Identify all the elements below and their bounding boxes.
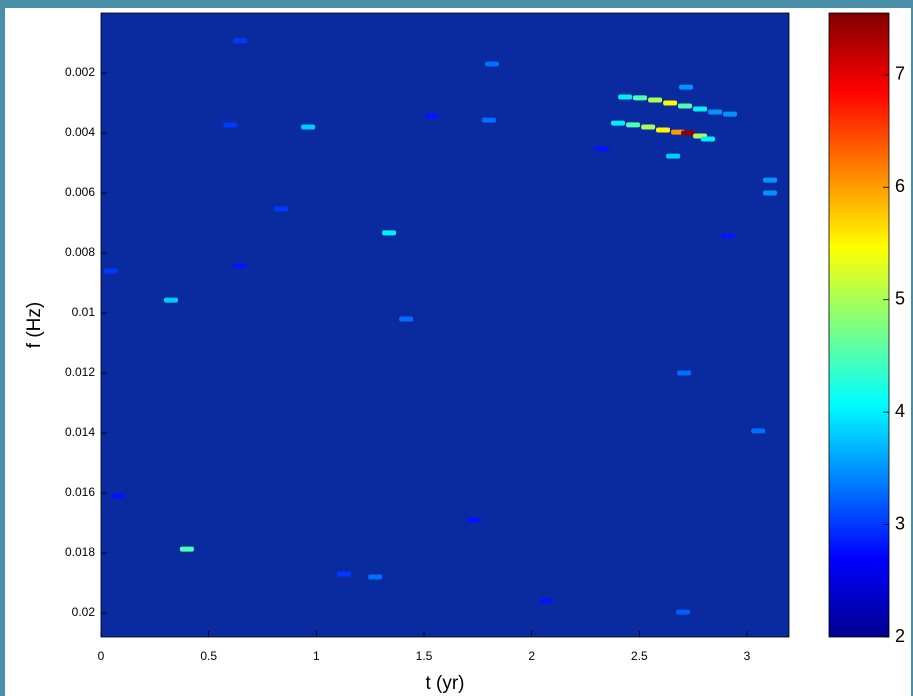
- y-tick-label: 0.018: [65, 545, 95, 559]
- plot-area: [100, 12, 790, 638]
- heat-cell: [399, 316, 414, 322]
- heat-cell: [677, 103, 692, 109]
- heat-cell: [611, 120, 626, 126]
- y-tick-label: 0.016: [65, 485, 95, 499]
- heat-cell: [763, 190, 778, 196]
- heat-cell: [701, 136, 716, 142]
- heat-cell: [663, 100, 678, 106]
- heat-cell: [656, 127, 671, 133]
- y-tick-label: 0.008: [65, 245, 95, 259]
- heat-cell: [679, 84, 694, 90]
- x-tick-label: 1.5: [416, 649, 433, 663]
- heat-cell: [632, 95, 647, 101]
- heat-cell: [677, 370, 692, 376]
- y-tick-label: 0.01: [72, 305, 96, 319]
- heat-cell: [223, 122, 238, 128]
- colorbar-tick-label: 2: [895, 626, 905, 646]
- heat-cell: [233, 263, 248, 269]
- heat-cell: [763, 177, 778, 183]
- colorbar-tick-label: 6: [895, 176, 905, 196]
- heat-cell: [641, 124, 656, 130]
- y-tick-label: 0.012: [65, 365, 95, 379]
- colorbar-tick-label: 3: [895, 513, 905, 533]
- x-axis-label: t (yr): [425, 673, 464, 694]
- heat-cell: [337, 571, 352, 577]
- heat-cell: [693, 106, 708, 112]
- heat-cell: [751, 428, 766, 434]
- heat-cell: [233, 38, 248, 44]
- heat-cell: [626, 122, 641, 128]
- x-tick-label: 3: [744, 649, 751, 663]
- x-tick-label: 2.5: [631, 649, 648, 663]
- heat-cell: [103, 268, 118, 274]
- heat-cell: [424, 113, 439, 119]
- y-tick-label: 0.006: [65, 185, 95, 199]
- colorbar-tick-label: 5: [895, 288, 905, 308]
- heat-cell: [466, 517, 481, 523]
- y-tick-label: 0.02: [72, 605, 96, 619]
- heat-cell: [274, 206, 289, 212]
- heat-cell: [111, 493, 126, 499]
- x-tick-label: 2: [528, 649, 535, 663]
- y-axis-label: f (Hz): [24, 302, 45, 348]
- x-tick-label: 0.5: [200, 649, 217, 663]
- y-tick-label: 0.002: [65, 65, 95, 79]
- heat-cell: [708, 109, 723, 115]
- x-tick-label: 0: [98, 649, 105, 663]
- heat-cell: [681, 130, 696, 136]
- heat-cell: [721, 233, 736, 239]
- heat-cell: [722, 111, 737, 117]
- colorbar-tick-label: 4: [895, 401, 905, 421]
- heat-cell: [595, 146, 610, 152]
- heat-cell: [648, 97, 663, 103]
- y-tick-label: 0.004: [65, 125, 95, 139]
- heat-cell: [163, 297, 178, 303]
- colorbar-tick-label: 7: [895, 64, 905, 84]
- heat-cell: [485, 61, 500, 67]
- heat-cell: [382, 230, 397, 236]
- heat-cell: [539, 598, 554, 604]
- heat-cell: [482, 117, 497, 123]
- heat-cell: [666, 153, 681, 159]
- heat-cell: [618, 94, 633, 100]
- heat-cell: [179, 546, 194, 552]
- heat-cell: [301, 124, 316, 130]
- y-tick-label: 0.014: [65, 425, 95, 439]
- heat-cell: [368, 574, 383, 580]
- x-tick-label: 1: [313, 649, 320, 663]
- heat-cell: [676, 609, 691, 615]
- colorbar: [828, 12, 890, 638]
